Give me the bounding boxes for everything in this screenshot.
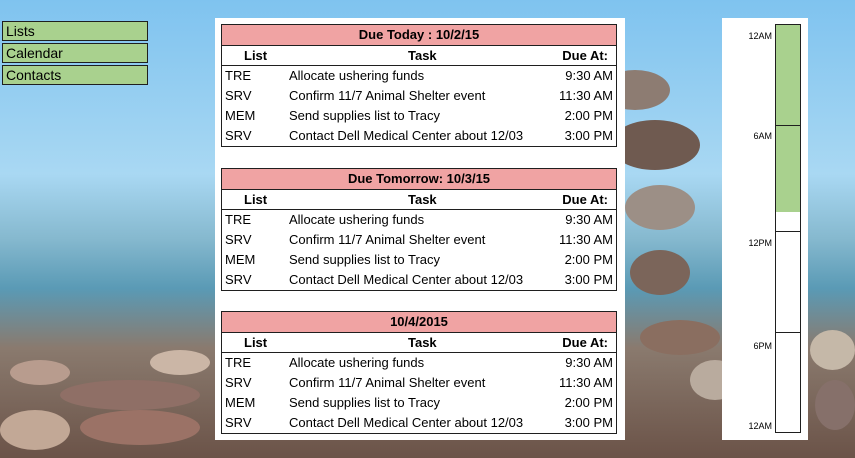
row-task: Confirm 11/7 Animal Shelter event: [289, 375, 486, 390]
task-row[interactable]: SRV Confirm 11/7 Animal Shelter event 11…: [222, 373, 616, 393]
row-due: 9:30 AM: [565, 212, 613, 227]
task-row[interactable]: MEM Send supplies list to Tracy 2:00 PM: [222, 250, 616, 270]
timeline-divider: [776, 125, 800, 126]
background-stone: [640, 320, 720, 355]
row-task: Send supplies list to Tracy: [289, 108, 441, 123]
col-task: Task: [408, 48, 437, 63]
task-row[interactable]: TRE Allocate ushering funds 9:30 AM: [222, 66, 616, 86]
col-list: List: [244, 335, 268, 350]
day-block-tomorrow: Due Tomorrow: 10/3/15 List Task Due At: …: [221, 168, 617, 291]
row-task: Contact Dell Medical Center about 12/03: [289, 128, 524, 143]
col-due: Due At:: [562, 335, 608, 350]
col-list: List: [244, 48, 268, 63]
task-row[interactable]: MEM Send supplies list to Tracy 2:00 PM: [222, 393, 616, 413]
task-row[interactable]: SRV Contact Dell Medical Center about 12…: [222, 126, 616, 146]
timeline-label: 12AM: [748, 31, 772, 41]
task-row[interactable]: SRV Confirm 11/7 Animal Shelter event 11…: [222, 86, 616, 106]
row-task: Send supplies list to Tracy: [289, 252, 441, 267]
nav-contacts[interactable]: Contacts: [2, 65, 148, 85]
row-task: Confirm 11/7 Animal Shelter event: [289, 232, 486, 247]
row-due: 11:30 AM: [559, 375, 613, 390]
day-title: Due Today : 10/2/15: [222, 24, 616, 46]
day-block-date: 10/4/2015 List Task Due At: TRE Allocate…: [221, 311, 617, 434]
row-list: MEM: [225, 108, 256, 123]
row-task: Allocate ushering funds: [289, 355, 425, 370]
row-list: SRV: [225, 88, 252, 103]
day-block-today: Due Today : 10/2/15 List Task Due At: TR…: [221, 24, 617, 147]
column-headers: List Task Due At:: [222, 190, 616, 210]
background-stone: [10, 360, 70, 385]
task-row[interactable]: SRV Confirm 11/7 Animal Shelter event 11…: [222, 230, 616, 250]
left-nav: Lists Calendar Contacts: [2, 21, 148, 87]
row-task: Contact Dell Medical Center about 12/03: [289, 272, 524, 287]
timeline-label: 6AM: [753, 131, 772, 141]
day-title: Due Tomorrow: 10/3/15: [222, 168, 616, 190]
tasks-panel: Due Today : 10/2/15 List Task Due At: TR…: [215, 18, 625, 440]
task-row[interactable]: TRE Allocate ushering funds 9:30 AM: [222, 353, 616, 373]
row-due: 11:30 AM: [559, 232, 613, 247]
row-due: 3:00 PM: [564, 415, 613, 430]
nav-calendar[interactable]: Calendar: [2, 43, 148, 63]
row-list: MEM: [225, 395, 256, 410]
row-list: SRV: [225, 415, 252, 430]
task-row[interactable]: SRV Contact Dell Medical Center about 12…: [222, 413, 616, 433]
background-stone: [810, 330, 855, 370]
timeline-divider: [776, 231, 800, 232]
row-task: Allocate ushering funds: [289, 68, 425, 83]
row-list: SRV: [225, 375, 252, 390]
day-timeline: 12AM 6AM 12PM 6PM 12AM: [722, 18, 808, 440]
timeline-label: 12AM: [748, 421, 772, 431]
timeline-bar: [775, 24, 801, 433]
timeline-divider: [776, 332, 800, 333]
background-stone: [150, 350, 210, 375]
timeline-label: 6PM: [753, 341, 772, 351]
col-task: Task: [408, 192, 437, 207]
background-stone: [625, 185, 695, 230]
row-task: Allocate ushering funds: [289, 212, 425, 227]
row-list: TRE: [225, 355, 251, 370]
row-due: 3:00 PM: [564, 272, 613, 287]
background-stone: [0, 410, 70, 450]
timeline-busy-fill: [776, 25, 800, 212]
task-row[interactable]: TRE Allocate ushering funds 9:30 AM: [222, 210, 616, 230]
row-list: SRV: [225, 232, 252, 247]
row-list: TRE: [225, 212, 251, 227]
task-row[interactable]: SRV Contact Dell Medical Center about 12…: [222, 270, 616, 290]
row-list: MEM: [225, 252, 256, 267]
column-headers: List Task Due At:: [222, 46, 616, 66]
row-task: Confirm 11/7 Animal Shelter event: [289, 88, 486, 103]
background-stone: [815, 380, 855, 430]
background-stone: [60, 380, 200, 410]
row-due: 2:00 PM: [564, 395, 613, 410]
row-list: SRV: [225, 128, 252, 143]
row-due: 11:30 AM: [559, 88, 613, 103]
background-stone: [610, 120, 700, 170]
nav-lists[interactable]: Lists: [2, 21, 148, 41]
background-stone: [630, 250, 690, 295]
row-due: 2:00 PM: [564, 108, 613, 123]
col-list: List: [244, 192, 268, 207]
col-due: Due At:: [562, 48, 608, 63]
row-task: Send supplies list to Tracy: [289, 395, 441, 410]
row-list: TRE: [225, 68, 251, 83]
col-due: Due At:: [562, 192, 608, 207]
row-due: 3:00 PM: [564, 128, 613, 143]
timeline-label: 12PM: [748, 238, 772, 248]
row-due: 9:30 AM: [565, 68, 613, 83]
row-list: SRV: [225, 272, 252, 287]
column-headers: List Task Due At:: [222, 333, 616, 353]
row-due: 9:30 AM: [565, 355, 613, 370]
row-task: Contact Dell Medical Center about 12/03: [289, 415, 524, 430]
task-row[interactable]: MEM Send supplies list to Tracy 2:00 PM: [222, 106, 616, 126]
row-due: 2:00 PM: [564, 252, 613, 267]
col-task: Task: [408, 335, 437, 350]
day-title: 10/4/2015: [222, 311, 616, 333]
background-stone: [80, 410, 200, 445]
